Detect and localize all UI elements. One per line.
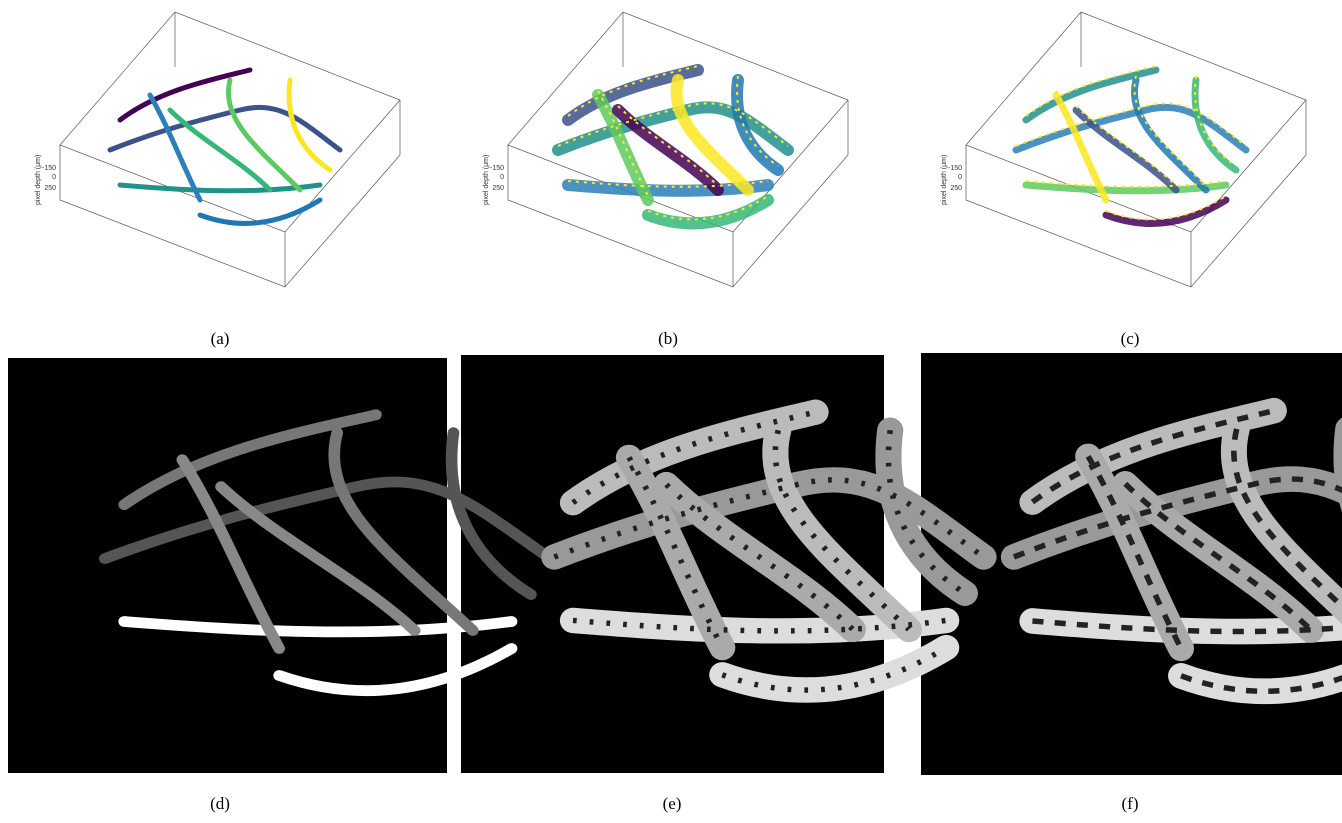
vessel [1106,200,1226,223]
tick-label: 0 [958,174,962,181]
axis-label: pixel depth (μm) [941,155,948,205]
box-top [60,12,400,232]
box-edges [60,100,400,287]
tick-label: -150 [490,165,504,172]
vessel [170,110,270,190]
axis-label: pixel depth (μm) [483,155,490,205]
panel-caption: (e) [663,794,682,813]
tick-label: -150 [948,165,962,172]
tick-label: 250 [950,185,962,192]
panel-caption: (a) [211,329,230,348]
plot-3d: pixel depth (μm)-150 0 250 [483,12,848,287]
tick-label: 250 [44,185,56,192]
vessel [1026,185,1226,191]
vessel [200,200,320,223]
plot-3d: pixel depth (μm)-150 0 250 [941,12,1306,287]
box-top [508,12,848,232]
panel-caption: (b) [658,329,678,348]
tick-label: 0 [52,174,56,181]
tick-label: -150 [42,165,56,172]
tick-label: 250 [492,185,504,192]
vessel [120,185,320,191]
plot-3d: pixel depth (μm)-150 0 250 [35,12,400,287]
panel-caption: (d) [210,794,230,813]
vessel [648,200,768,223]
figure: (a)pixel depth (μm)-1500250(b)pixel dept… [0,0,1342,823]
axis-label: pixel depth (μm) [35,155,42,205]
image-d [8,358,447,773]
box-top [966,12,1306,232]
panel-caption: (c) [1121,329,1140,348]
panel-caption: (f) [1122,794,1139,813]
vessel [150,95,200,200]
vessel-highlight [1056,91,1106,196]
tick-label: 0 [500,174,504,181]
